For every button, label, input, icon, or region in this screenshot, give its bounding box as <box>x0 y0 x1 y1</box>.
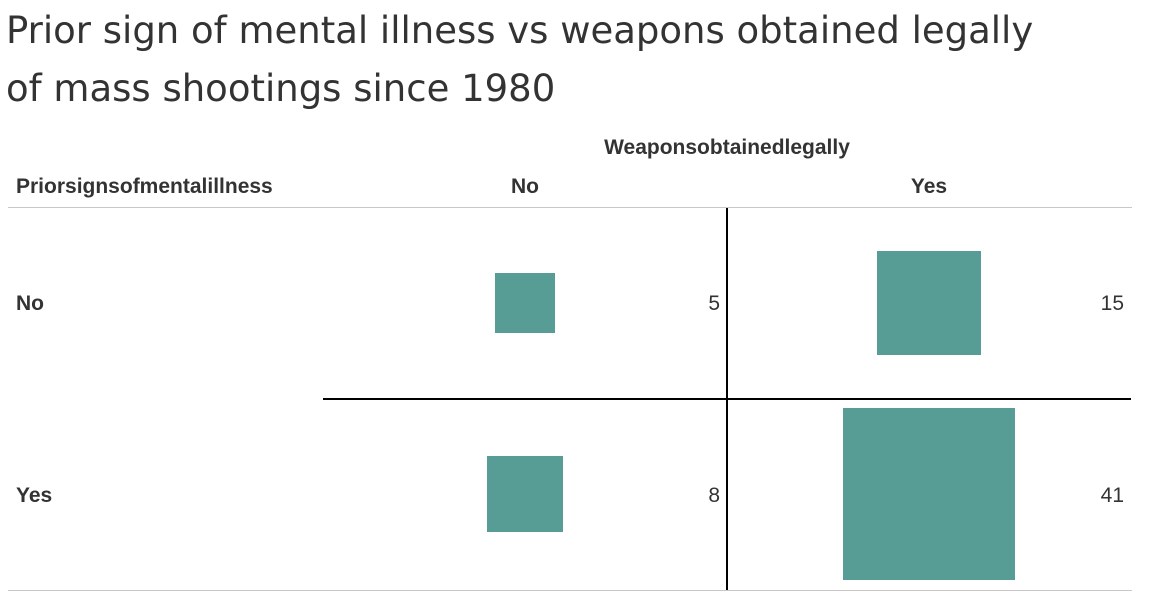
row-divider <box>323 398 1131 400</box>
row-label-no: No <box>16 292 44 315</box>
row-label-yes: Yes <box>16 484 53 507</box>
value-label-no-no: 5 <box>708 292 720 315</box>
value-label-yes-yes: 41 <box>1100 484 1124 507</box>
header-rule <box>8 207 1132 208</box>
footer-rule <box>8 590 1132 591</box>
value-label-no-yes: 15 <box>1100 292 1124 315</box>
column-field-header: Weaponsobtainedlegally <box>604 136 850 159</box>
value-label-yes-no: 8 <box>708 484 720 507</box>
mark-no-yes <box>876 250 981 355</box>
chart-title-line-2: of mass shootings since 1980 <box>6 67 556 110</box>
mark-yes-yes <box>843 408 1015 580</box>
column-label-yes: Yes <box>910 175 948 198</box>
row-field-header: Priorsignsofmentalillness <box>16 175 273 198</box>
chart-title: Prior sign of mental illness vs weapons … <box>6 2 1146 118</box>
mark-no-no <box>494 272 556 334</box>
column-label-no: No <box>511 175 539 198</box>
chart-title-line-1: Prior sign of mental illness vs weapons … <box>6 9 1034 52</box>
mark-yes-no <box>487 456 563 532</box>
